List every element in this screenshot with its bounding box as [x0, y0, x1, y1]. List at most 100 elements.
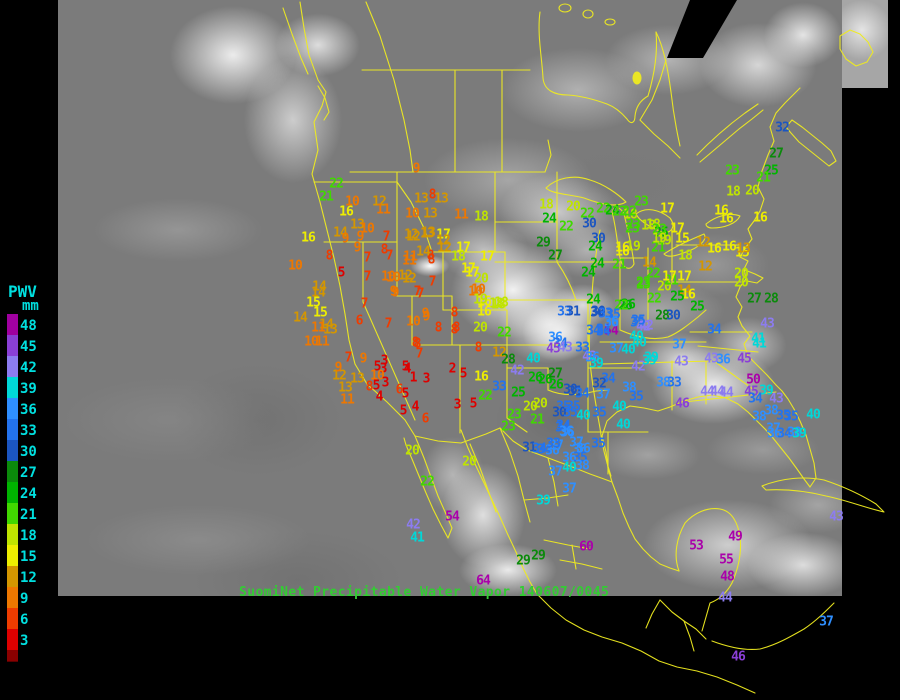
legend-value-label: 12 [20, 570, 37, 586]
station-value: 10 [386, 270, 401, 286]
station-value: 32 [775, 120, 790, 136]
station-value: 18 [539, 197, 554, 213]
station-value: 7 [363, 269, 372, 285]
station-value: 10 [406, 314, 421, 330]
station-value: 13 [414, 191, 429, 207]
station-value: 19 [626, 239, 641, 255]
station-value: 28 [655, 308, 670, 324]
station-value: 30 [590, 305, 605, 321]
station-value: 12 [492, 345, 507, 361]
station-value: 36 [562, 450, 577, 466]
station-value: 14 [677, 283, 692, 299]
station-value: 7 [385, 248, 394, 264]
station-value: 49 [728, 529, 743, 545]
station-value: 39 [759, 383, 774, 399]
station-value: 21 [664, 273, 679, 289]
station-value: 9 [359, 351, 368, 367]
station-value: 38 [787, 425, 802, 441]
station-value: 37 [562, 481, 577, 497]
station-value: 35 [630, 315, 645, 331]
station-value: 5 [373, 359, 382, 375]
station-value: 7 [428, 274, 437, 290]
station-value: 24 [605, 203, 620, 219]
station-value: 17 [677, 269, 692, 285]
station-value: 14 [333, 225, 348, 241]
station-value: 10 [345, 194, 360, 210]
station-value: 24 [588, 239, 603, 255]
station-value: 37 [766, 421, 781, 437]
station-value: 25 [654, 225, 669, 241]
station-value: 6 [421, 411, 430, 427]
station-value: 18 [623, 207, 638, 223]
station-value: 43 [769, 391, 784, 407]
station-value: 5 [401, 386, 410, 402]
station-value: 8 [450, 322, 459, 338]
station-value: 22 [559, 219, 574, 235]
station-value: 23 [652, 222, 667, 238]
station-value: 35 [566, 399, 581, 415]
station-value: 22 [612, 204, 627, 220]
station-value: 25 [764, 163, 779, 179]
station-value: 34 [707, 322, 722, 338]
station-value: 17 [461, 261, 476, 277]
station-value: 10 [405, 206, 420, 222]
station-value: 27 [548, 366, 563, 382]
station-value: 15 [313, 305, 328, 321]
station-value: 27 [747, 291, 762, 307]
station-value: 13 [350, 371, 365, 387]
station-value: 54 [445, 509, 460, 525]
station-value: 36 [576, 441, 591, 457]
station-value: 39 [536, 493, 551, 509]
station-value: 27 [548, 248, 563, 264]
station-value: 12 [436, 233, 451, 249]
station-value: 12 [332, 368, 347, 384]
station-value: 17 [670, 221, 685, 237]
station-value: 8 [380, 242, 389, 258]
station-value: 34 [748, 391, 763, 407]
station-value: 26 [538, 372, 553, 388]
station-value: 3 [453, 397, 462, 413]
station-value: 13 [350, 217, 365, 233]
station-value: 35 [591, 436, 606, 452]
station-value: 13 [338, 380, 353, 396]
station-value: 36 [604, 315, 619, 331]
station-value: 8 [428, 187, 437, 203]
station-value: 39 [644, 350, 659, 366]
station-value: 7 [360, 296, 369, 312]
station-value: 38 [575, 458, 590, 474]
legend-value-label: 3 [20, 633, 29, 649]
station-value: 36 [545, 443, 560, 459]
station-value: 42 [639, 318, 654, 334]
station-value: 30 [552, 405, 567, 421]
station-value: 8 [413, 336, 422, 352]
station-value: 25 [670, 289, 685, 305]
station-value: 33 [557, 304, 572, 320]
station-value: 23 [501, 419, 516, 435]
station-value: 53 [689, 538, 704, 554]
station-value: 15 [735, 245, 750, 261]
station-value: 5 [401, 359, 410, 375]
station-value: 9 [356, 229, 365, 245]
station-value: 7 [415, 346, 424, 362]
station-value: 14 [319, 317, 334, 333]
station-value: 17 [660, 201, 675, 217]
station-value: 25 [690, 299, 705, 315]
station-value: 23 [636, 275, 651, 291]
station-value: 5 [399, 403, 408, 419]
station-value: 21 [756, 170, 771, 186]
station-value: 34 [537, 442, 552, 458]
station-value: 8 [365, 379, 374, 395]
station-value: 45 [546, 341, 561, 357]
station-value: 16 [615, 240, 630, 256]
station-value: 43 [558, 340, 573, 356]
station-value: 3 [380, 353, 389, 369]
station-value: 36 [559, 424, 574, 440]
station-value: 17 [465, 265, 480, 281]
station-value: 20 [745, 183, 760, 199]
station-value: 23 [725, 163, 740, 179]
station-value: 13 [736, 241, 751, 257]
station-value: 10 [370, 368, 385, 384]
legend-color-swatch [7, 314, 18, 336]
station-value: 10 [471, 282, 486, 298]
